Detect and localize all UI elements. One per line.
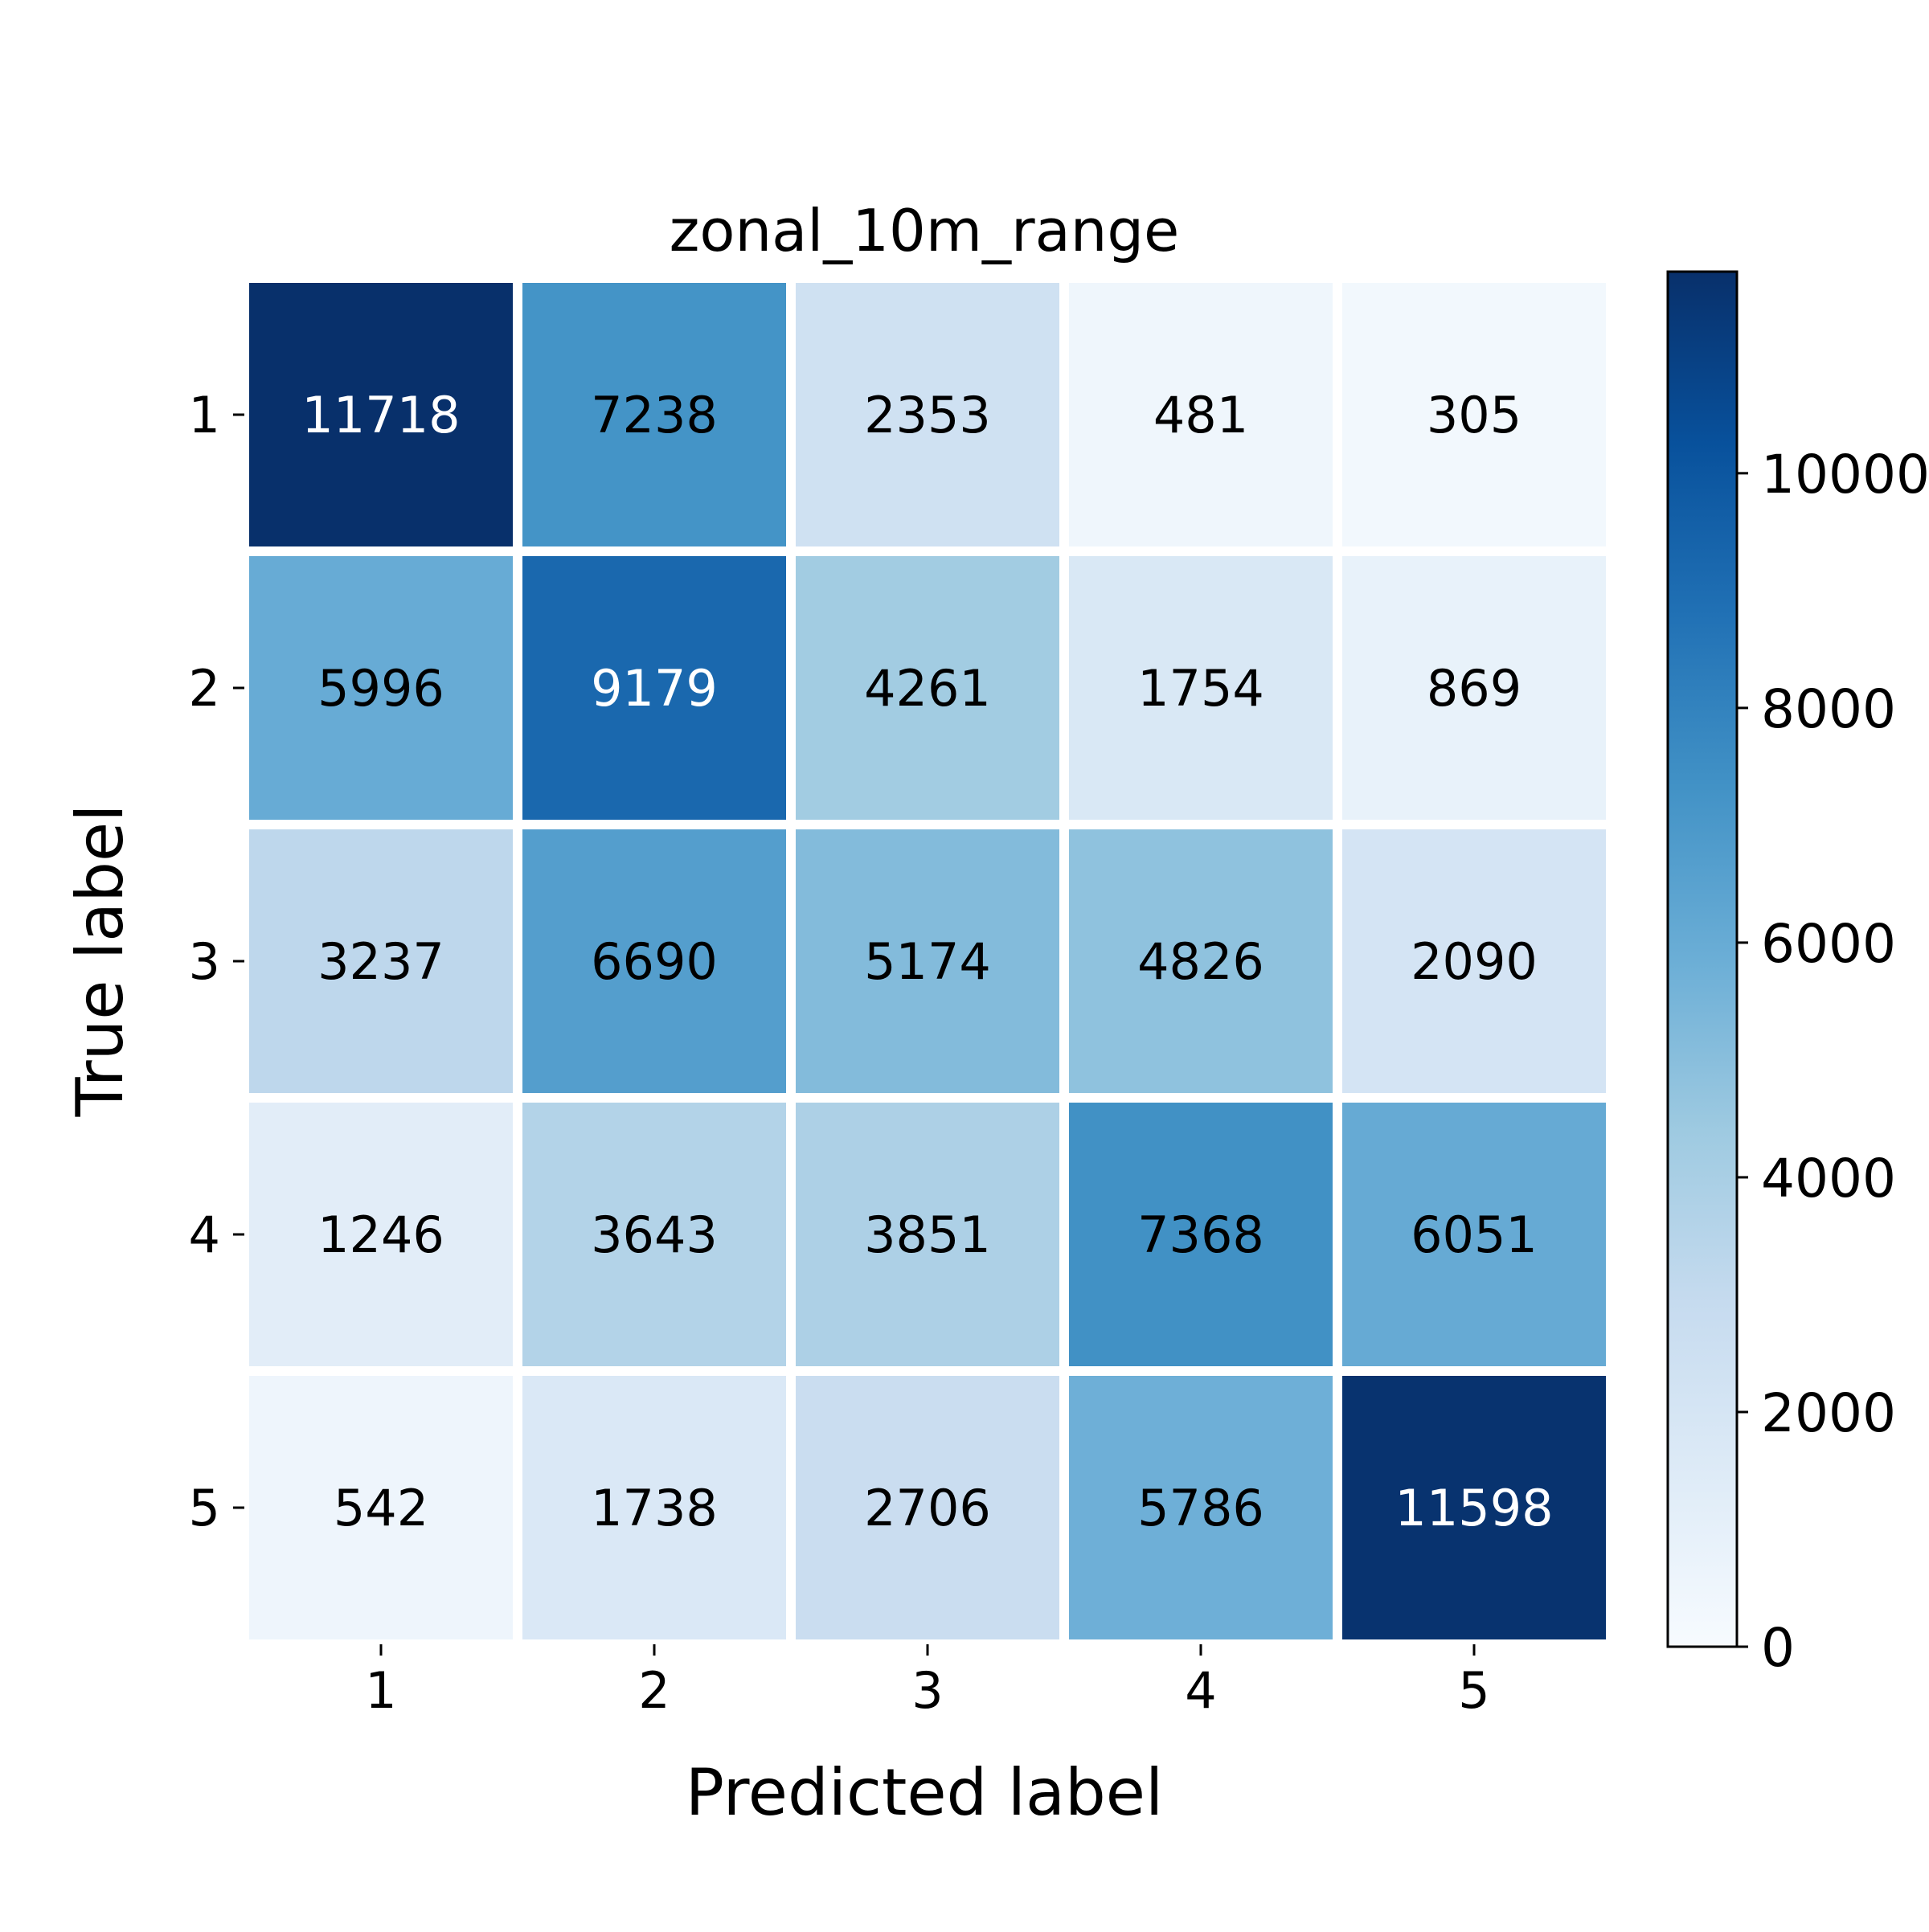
heatmap-cell-r1-c3 [796,283,1059,546]
cell-value-r1-c1: 11718 [301,386,460,444]
heatmap-cell-r3-c5 [1342,829,1606,1093]
cell-value-r3-c2: 6690 [591,932,718,991]
heatmap-cell-r3-c3 [796,829,1059,1093]
heatmap-cell-r2-c5 [1342,556,1606,820]
heatmap-cell-r5-c4 [1069,1376,1333,1639]
chart-title: zonal_10m_range [670,197,1180,264]
heatmap-cell-r4-c5 [1342,1103,1606,1366]
cell-value-r1-c2: 7238 [591,386,718,444]
colorbar-tick-label-6000: 6000 [1761,913,1896,975]
heatmap-cell-r5-c1 [249,1376,513,1639]
x-axis: 1 2 3 4 5 [365,1644,1490,1720]
cell-value-r4-c3: 3851 [864,1205,991,1264]
y-axis-label: True label [63,804,137,1118]
cell-value-r1-c3: 2353 [864,386,991,444]
heatmap-cell-r1-c5 [1342,283,1606,546]
cell-value-r4-c4: 7368 [1137,1205,1264,1264]
cell-value-r5-c5: 11598 [1395,1479,1553,1537]
heatmap-cell-r2-c2 [522,556,786,820]
heatmap-cell-r4-c2 [522,1103,786,1366]
heatmap-cell-r3-c1 [249,829,513,1093]
heatmap-cell-r2-c1 [249,556,513,820]
cell-value-r5-c4: 5786 [1137,1479,1264,1537]
x-tick-label-5: 5 [1458,1661,1489,1720]
cell-value-r4-c2: 3643 [591,1205,718,1264]
y-axis: 1 2 3 4 5 [189,386,244,1537]
y-tick-label-2: 2 [189,659,220,718]
heatmap-cell-r3-c2 [522,829,786,1093]
cell-value-r2-c3: 4261 [864,659,991,718]
colorbar-ticks: 0 2000 4000 6000 8000 10000 [1737,444,1929,1679]
y-tick-label-5: 5 [189,1479,220,1537]
heatmap-cell-r1-c4 [1069,283,1333,546]
heatmap-cell-r1-c1 [249,283,513,546]
y-tick-label-3: 3 [189,932,220,991]
cell-value-r1-c4: 481 [1153,386,1248,444]
colorbar-tick-label-8000: 8000 [1761,678,1896,740]
heatmap-cell-r1-c2 [522,283,786,546]
cell-value-r2-c1: 5996 [317,659,444,718]
cell-value-r5-c2: 1738 [591,1479,718,1537]
cell-value-r2-c5: 869 [1427,659,1521,718]
cell-value-r2-c2: 9179 [591,659,718,718]
heatmap-cell-r3-c4 [1069,829,1333,1093]
x-tick-label-2: 2 [638,1661,670,1720]
colorbar-tick-label-4000: 4000 [1761,1148,1896,1210]
heatmap-cell-r4-c3 [796,1103,1059,1366]
colorbar-tick-label-10000: 10000 [1761,444,1929,506]
y-tick-label-1: 1 [189,386,220,444]
cell-value-r3-c5: 2090 [1411,932,1538,991]
cell-value-r3-c4: 4826 [1137,932,1264,991]
heatmap-cell-r2-c3 [796,556,1059,820]
heatmap-cell-labels: 11718 7238 2353 481 305 5996 9179 4261 1754 869 32… [301,386,1553,1537]
heatmap-cell-r2-c4 [1069,556,1333,820]
cell-value-r3-c3: 5174 [864,932,991,991]
heatmap-cell-r4-c4 [1069,1103,1333,1366]
heatmap-cell-r5-c5 [1342,1376,1606,1639]
heatmap-cell-r5-c3 [796,1376,1059,1639]
colorbar: 0 2000 4000 6000 8000 10000 [1666,270,1929,1679]
cell-value-r4-c1: 1246 [317,1205,444,1264]
x-tick-label-4: 4 [1185,1661,1216,1720]
cell-value-r3-c1: 3237 [317,932,444,991]
heatmap-cell-r4-c1 [249,1103,513,1366]
cell-value-r5-c1: 542 [334,1479,428,1537]
cell-value-r5-c3: 2706 [864,1479,991,1537]
cell-value-r1-c5: 305 [1427,386,1521,444]
x-tick-label-3: 3 [911,1661,943,1720]
heatmap-cell-r5-c2 [522,1376,786,1639]
y-tick-label-4: 4 [189,1205,220,1264]
colorbar-tick-label-0: 0 [1761,1617,1795,1679]
cell-value-r2-c4: 1754 [1137,659,1264,718]
heatmap-cells [249,283,1606,1639]
x-axis-label: Predicted label [686,1755,1163,1830]
x-tick-label-1: 1 [365,1661,396,1720]
colorbar-tick-label-2000: 2000 [1761,1382,1896,1444]
colorbar-gradient [1666,270,1739,1648]
cell-value-r4-c5: 6051 [1411,1205,1538,1264]
